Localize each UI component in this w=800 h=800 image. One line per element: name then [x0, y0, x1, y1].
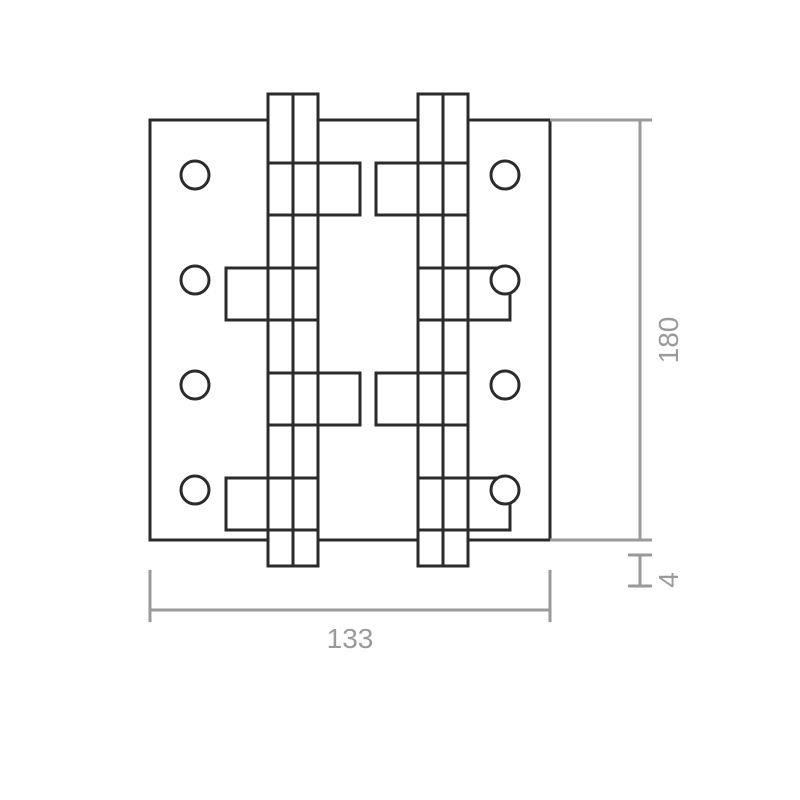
knuckle-notch: [226, 268, 268, 320]
screw-hole: [181, 371, 209, 399]
screw-hole: [181, 476, 209, 504]
dim-label-height: 180: [653, 317, 684, 364]
screw-hole: [491, 371, 519, 399]
knuckle-notch: [318, 373, 360, 425]
knuckle-notch: [318, 163, 360, 215]
knuckle-notch: [376, 373, 418, 425]
knuckle-notch: [376, 163, 418, 215]
dim-label-width: 133: [327, 623, 374, 654]
hinge-outline: [150, 94, 550, 566]
screw-hole: [181, 161, 209, 189]
knuckle-notch: [226, 478, 268, 530]
screw-hole: [181, 266, 209, 294]
dim-label-thickness: 4: [653, 572, 684, 588]
screw-hole: [491, 266, 519, 294]
screw-hole: [491, 476, 519, 504]
screw-hole: [491, 161, 519, 189]
